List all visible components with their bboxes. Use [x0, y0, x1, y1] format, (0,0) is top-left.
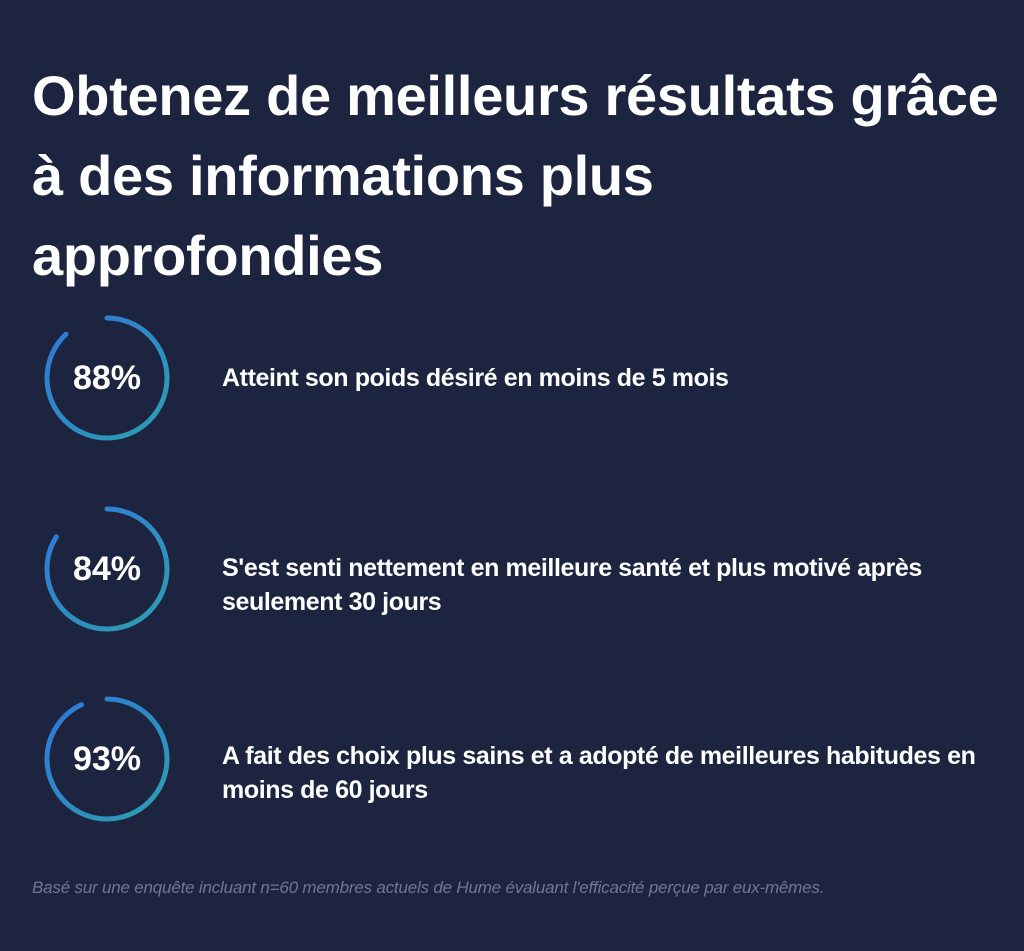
- stat-item-weight: 88% Atteint son poids désiré en moins de…: [42, 313, 1012, 443]
- progress-ring: 88%: [42, 313, 172, 443]
- progress-ring-graphic: [44, 315, 170, 441]
- stat-description: A fait des choix plus sains et a adopté …: [222, 742, 976, 804]
- stat-item-habits: 93% A fait des choix plus sains et a ado…: [42, 694, 1012, 824]
- stat-percent: 93%: [72, 740, 142, 778]
- progress-arc: [44, 506, 170, 632]
- progress-ring: 84%: [42, 504, 172, 634]
- page-title: Obtenez de meilleurs résultats grâce à d…: [32, 64, 999, 287]
- progress-arc: [44, 315, 170, 441]
- stat-percent: 88%: [72, 359, 142, 397]
- progress-arc: [44, 696, 170, 822]
- progress-ring-graphic: [44, 506, 170, 632]
- stat-percent: 84%: [72, 550, 142, 588]
- stat-description: Atteint son poids désiré en moins de 5 m…: [222, 364, 729, 392]
- progress-ring: 93%: [42, 694, 172, 824]
- survey-footnote: Basé sur une enquête incluant n=60 membr…: [32, 878, 825, 897]
- stat-item-health: 84% S'est senti nettement en meilleure s…: [42, 504, 1012, 634]
- stat-description: S'est senti nettement en meilleure santé…: [222, 554, 922, 616]
- progress-ring-graphic: [44, 696, 170, 822]
